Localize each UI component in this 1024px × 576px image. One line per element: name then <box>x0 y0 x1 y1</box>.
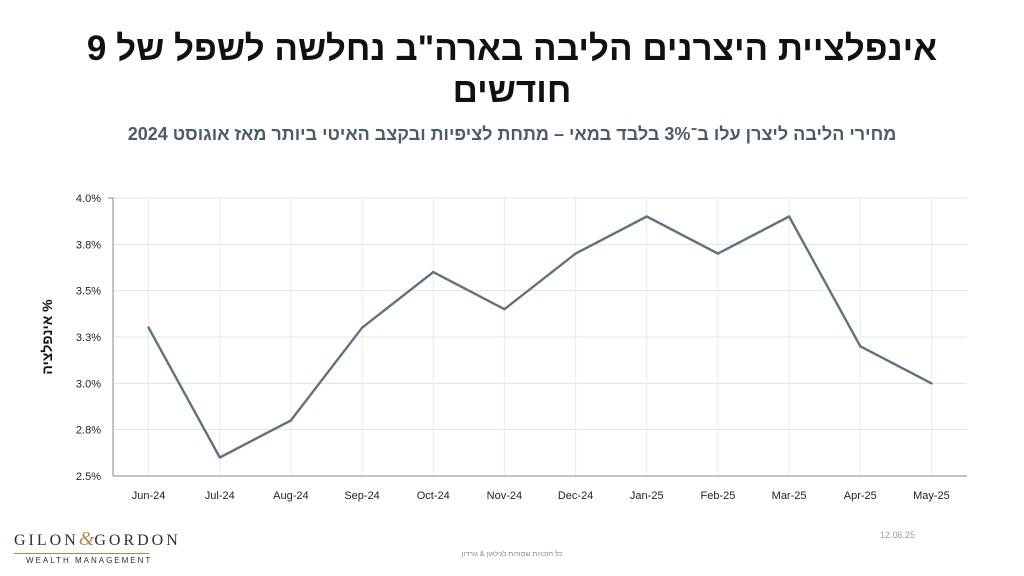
data-point <box>859 345 862 348</box>
data-point <box>574 252 577 255</box>
logo-tagline: WEALTH MANAGEMENT <box>26 556 153 565</box>
data-point <box>289 419 293 422</box>
data-point <box>147 326 150 329</box>
logo-ampersand: & <box>78 528 95 550</box>
y-tick-label: 3.5% <box>76 286 101 298</box>
copyright-notice: כל הזכויות שמורות לגילאון & גורדון <box>461 551 563 558</box>
data-point <box>432 270 435 274</box>
x-tick-label: Oct-24 <box>417 490 450 502</box>
x-tick-label: May-25 <box>913 490 950 502</box>
y-axis-label: % אינפלציה <box>39 299 55 375</box>
data-point <box>716 252 720 255</box>
data-point <box>930 382 933 385</box>
data-point <box>787 215 791 218</box>
x-tick-label: Jan-25 <box>630 490 664 502</box>
x-tick-label: Jul-24 <box>205 490 235 502</box>
series <box>147 215 933 459</box>
chart-subtitle: מחירי הליבה ליצרן עלו ב־3% בלבד במאי – מ… <box>127 124 897 144</box>
x-tick-label: Feb-25 <box>700 490 735 502</box>
y-tick-label: 2.5% <box>76 471 101 483</box>
gridlines <box>113 197 967 477</box>
x-tick-label: Mar-25 <box>772 490 807 502</box>
logo-left-text: GILON <box>14 532 79 549</box>
data-point <box>503 308 506 311</box>
axes <box>108 197 967 477</box>
y-tick-label: 2.8% <box>76 425 101 437</box>
company-logo: GILON&GORDON WEALTH MANAGEMENT <box>14 528 178 565</box>
logo-divider <box>14 553 149 554</box>
publish-date: 12.06.25 <box>880 530 916 540</box>
series-line <box>147 215 933 459</box>
data-point <box>645 215 648 218</box>
logo-wordmark: GILON&GORDON <box>14 528 178 551</box>
y-tick-label: 3.8% <box>76 239 101 251</box>
x-tick-label: Jun-24 <box>132 490 166 502</box>
y-tick-label: 4.0% <box>76 193 101 205</box>
x-tick-labels: Jun-24 Jul-24 Aug-24 Sep-24 Oct-24 Nov-24 Dec-… <box>132 490 950 502</box>
x-tick-label: Dec-24 <box>558 490 593 502</box>
x-tick-label: Sep-24 <box>344 490 379 502</box>
x-tick-label: Aug-24 <box>273 490 308 502</box>
x-tick-label: Apr-25 <box>844 490 877 502</box>
data-point <box>218 456 221 459</box>
chart-title: אינפלציית היצרנים הליבה בארה"ב נחלשה לשפ… <box>86 29 938 110</box>
x-tick-label: Nov-24 <box>487 490 522 502</box>
data-point <box>360 326 364 329</box>
y-tick-label: 3.0% <box>76 378 101 390</box>
y-tick-labels: 2.5% 2.8% 3.0% 3.3% 3.5% 3.8% 4.0% <box>76 193 101 483</box>
y-tick-label: 3.3% <box>76 332 101 344</box>
logo-right-text: GORDON <box>94 532 181 549</box>
